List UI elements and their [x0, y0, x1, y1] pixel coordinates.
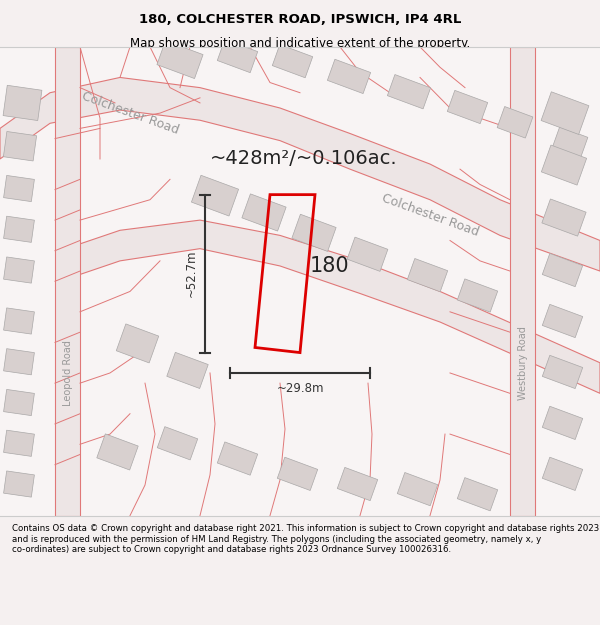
Bar	[541, 92, 589, 134]
Bar	[328, 59, 371, 94]
Text: Contains OS data © Crown copyright and database right 2021. This information is : Contains OS data © Crown copyright and d…	[12, 524, 599, 554]
Bar	[242, 194, 286, 231]
Bar	[4, 216, 34, 242]
Text: ~428m²/~0.106ac.: ~428m²/~0.106ac.	[210, 149, 398, 169]
Bar	[4, 430, 34, 456]
Text: Colchester Road: Colchester Road	[80, 89, 181, 137]
Bar	[542, 253, 583, 287]
Bar	[167, 352, 208, 389]
Bar	[4, 176, 34, 202]
Text: ~29.8m: ~29.8m	[276, 382, 324, 395]
Bar	[191, 175, 239, 216]
Bar	[457, 279, 498, 312]
Text: Colchester Road: Colchester Road	[380, 191, 481, 239]
Bar	[157, 41, 203, 79]
Bar	[277, 458, 318, 491]
Bar	[541, 145, 587, 185]
Bar	[4, 471, 34, 497]
Bar	[3, 85, 42, 121]
Bar	[457, 478, 498, 511]
Bar	[337, 468, 378, 501]
Polygon shape	[510, 47, 535, 516]
Bar	[347, 237, 388, 271]
Bar	[217, 442, 258, 475]
Bar	[217, 39, 258, 72]
Bar	[116, 324, 159, 363]
Text: Leopold Road: Leopold Road	[63, 340, 73, 406]
Bar	[447, 91, 488, 124]
Bar	[542, 304, 583, 338]
Bar	[497, 106, 533, 138]
Bar	[292, 214, 336, 251]
Text: ~52.7m: ~52.7m	[185, 250, 197, 298]
Bar	[4, 349, 34, 375]
Bar	[552, 127, 588, 158]
Text: Map shows position and indicative extent of the property.: Map shows position and indicative extent…	[130, 38, 470, 51]
Bar	[157, 427, 198, 460]
Bar	[407, 259, 448, 292]
Polygon shape	[0, 78, 600, 271]
Polygon shape	[60, 220, 600, 393]
Bar	[4, 257, 34, 283]
Text: Westbury Road: Westbury Road	[518, 326, 528, 400]
Bar	[4, 389, 34, 416]
Bar	[397, 472, 438, 506]
Bar	[542, 458, 583, 491]
Bar	[4, 308, 34, 334]
Bar	[542, 355, 583, 389]
Bar	[97, 434, 138, 470]
Bar	[4, 131, 37, 161]
Polygon shape	[55, 47, 80, 516]
Bar	[388, 74, 431, 109]
Bar	[272, 44, 313, 78]
Bar	[542, 406, 583, 439]
Text: 180, COLCHESTER ROAD, IPSWICH, IP4 4RL: 180, COLCHESTER ROAD, IPSWICH, IP4 4RL	[139, 13, 461, 26]
Bar	[542, 199, 586, 236]
Text: 180: 180	[310, 256, 350, 276]
